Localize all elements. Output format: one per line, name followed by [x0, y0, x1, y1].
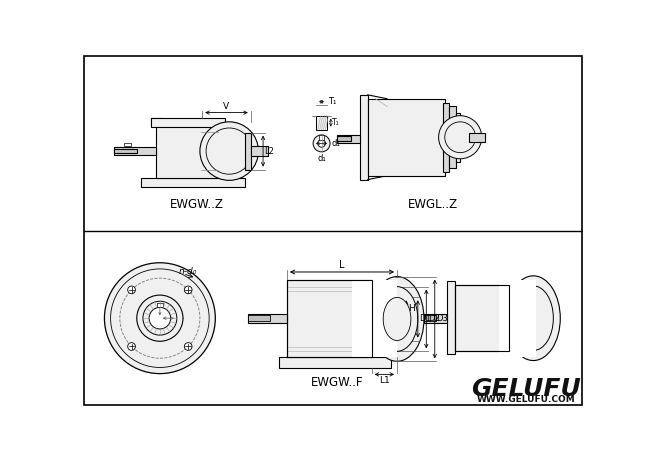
Text: EWGW..F: EWGW..F [311, 376, 363, 388]
Text: EWGL..Z: EWGL..Z [408, 198, 458, 212]
Bar [424, 314, 447, 323]
Circle shape [111, 269, 209, 367]
Bar [424, 315, 436, 321]
Text: d₁: d₁ [332, 139, 341, 148]
Bar [515, 286, 521, 350]
Text: n-d₀: n-d₀ [179, 267, 198, 276]
Text: WWW.GELUFU.COM: WWW.GELUFU.COM [476, 394, 575, 404]
Circle shape [445, 122, 476, 153]
Bar [151, 118, 162, 124]
Bar [156, 124, 218, 178]
Circle shape [185, 343, 192, 351]
Bar [456, 112, 460, 162]
Circle shape [105, 263, 215, 374]
Bar [368, 99, 445, 176]
Text: D1: D1 [419, 314, 431, 324]
Bar [151, 118, 224, 127]
Ellipse shape [370, 276, 424, 361]
Text: T₁: T₁ [332, 118, 340, 127]
Bar [521, 291, 527, 345]
Bar [499, 280, 536, 356]
Bar [157, 303, 163, 308]
Circle shape [318, 139, 326, 147]
Text: d₁: d₁ [317, 154, 326, 163]
Bar [114, 147, 156, 155]
Bar [316, 116, 327, 129]
Bar [455, 285, 509, 351]
Bar [372, 283, 380, 354]
Text: V: V [224, 102, 229, 111]
Bar [248, 315, 270, 321]
Bar [337, 137, 351, 141]
Bar [280, 357, 391, 368]
Circle shape [200, 122, 259, 181]
Circle shape [313, 135, 330, 152]
Bar [443, 102, 449, 172]
Text: T₁: T₁ [328, 97, 337, 106]
Bar [449, 106, 456, 168]
Bar [469, 133, 485, 142]
Ellipse shape [376, 287, 418, 351]
Circle shape [136, 295, 183, 341]
Bar [287, 281, 372, 357]
Text: L2: L2 [265, 147, 274, 155]
Text: D3: D3 [436, 314, 448, 324]
Bar [447, 281, 455, 354]
Ellipse shape [506, 276, 560, 361]
Bar [251, 146, 268, 156]
Bar [319, 135, 324, 139]
Circle shape [149, 308, 171, 329]
Text: H: H [408, 303, 415, 313]
Bar [455, 285, 509, 351]
Circle shape [439, 116, 482, 159]
Text: L: L [339, 260, 344, 271]
Bar [140, 178, 244, 187]
Circle shape [143, 301, 177, 335]
Bar [337, 135, 360, 143]
Text: EWGW..Z: EWGW..Z [170, 198, 224, 212]
Circle shape [127, 343, 135, 351]
Bar [114, 149, 136, 154]
Bar [385, 291, 392, 347]
Bar [287, 281, 372, 357]
Circle shape [185, 286, 192, 294]
Bar [352, 280, 397, 356]
Circle shape [127, 286, 135, 294]
Bar [380, 287, 385, 351]
Ellipse shape [514, 286, 553, 351]
Text: GELUFU: GELUFU [471, 377, 580, 401]
Text: L1: L1 [379, 376, 390, 385]
Circle shape [206, 128, 252, 174]
Bar [124, 143, 131, 146]
Text: D2: D2 [428, 314, 439, 324]
Ellipse shape [384, 298, 411, 340]
Bar [244, 133, 251, 170]
Bar [360, 95, 368, 180]
Bar [248, 314, 287, 323]
Bar [509, 283, 515, 353]
